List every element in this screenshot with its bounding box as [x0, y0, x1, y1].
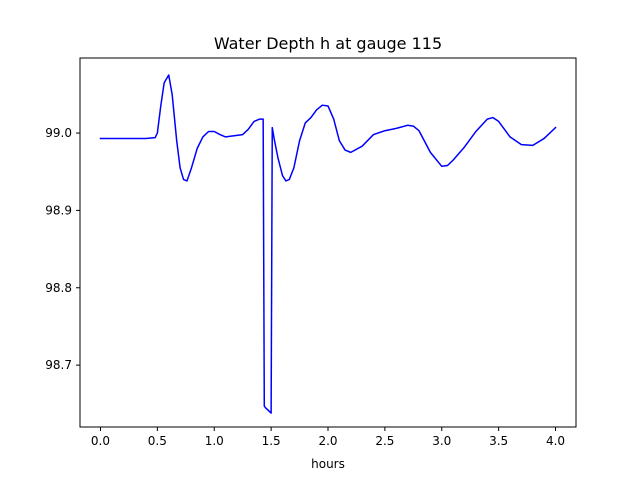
y-tick-label: 98.8: [45, 281, 72, 295]
x-axis-label: hours: [311, 457, 345, 471]
x-tick-label: 2.5: [375, 434, 394, 448]
y-tick-label: 99.0: [45, 126, 72, 140]
x-tick-label: 3.5: [489, 434, 508, 448]
x-tick-label: 4.0: [546, 434, 565, 448]
x-tick-label: 0.5: [148, 434, 167, 448]
chart-title: Water Depth h at gauge 115: [214, 34, 442, 53]
x-tick-label: 2.0: [318, 434, 337, 448]
x-tick-label: 1.0: [205, 434, 224, 448]
x-tick-label: 0.0: [91, 434, 110, 448]
x-tick-label: 3.0: [432, 434, 451, 448]
series-line-0: [99, 74, 557, 414]
plot-area: 0.0 0.5 1.0 1.5 2.0 2.5 3.0 3.5 4.0 98.7 98.8 98.9 9…: [45, 57, 577, 448]
y-tick-label: 98.7: [45, 358, 72, 372]
x-tick-label: 1.5: [262, 434, 281, 448]
y-tick-label: 98.9: [45, 203, 72, 217]
